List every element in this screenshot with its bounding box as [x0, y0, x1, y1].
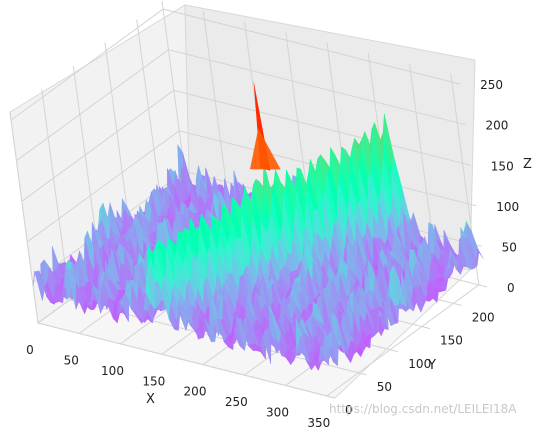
x-tick-label: 50	[64, 353, 79, 367]
z-tick-label: 200	[486, 119, 509, 133]
y-axis-label: Y	[427, 358, 436, 373]
z-tick-label: 250	[480, 78, 503, 92]
z-tick-label: 50	[502, 240, 517, 254]
grid-z	[16, 49, 466, 162]
x-tick-label: 250	[225, 395, 248, 409]
peak-spike	[250, 80, 281, 171]
z-tick-label: 100	[496, 200, 519, 214]
surface	[32, 113, 484, 371]
z-tick-label: 150	[491, 159, 514, 173]
x-tick-label: 200	[184, 385, 207, 399]
peak-base	[250, 128, 281, 170]
x-axis-label: X	[146, 392, 155, 407]
surface-facet	[154, 281, 159, 310]
x-tick-label: 350	[307, 416, 330, 427]
y-tick-label: 50	[377, 380, 392, 394]
surface-facet	[325, 345, 332, 363]
grid-z	[10, 8, 461, 121]
y-tick-label: 150	[440, 334, 463, 348]
z-axis-label: Z	[523, 157, 532, 172]
x-tick-label: 100	[101, 364, 124, 378]
x-tick-label: 0	[26, 343, 34, 357]
x-tick-label: 150	[142, 374, 165, 388]
watermark: https://blog.csdn.net/LEILEI18A	[329, 402, 517, 416]
y-tick-label: 0	[345, 403, 353, 417]
x-tick-label: 300	[266, 406, 289, 420]
z-tick-label: 0	[507, 281, 515, 295]
tick-labels: 0 50 100 150 200 250 300 350 0 50 100 150 200 0 50 100 1…	[26, 78, 519, 427]
y-tick-label: 100	[408, 357, 431, 371]
y-tick-label: 200	[472, 311, 495, 325]
